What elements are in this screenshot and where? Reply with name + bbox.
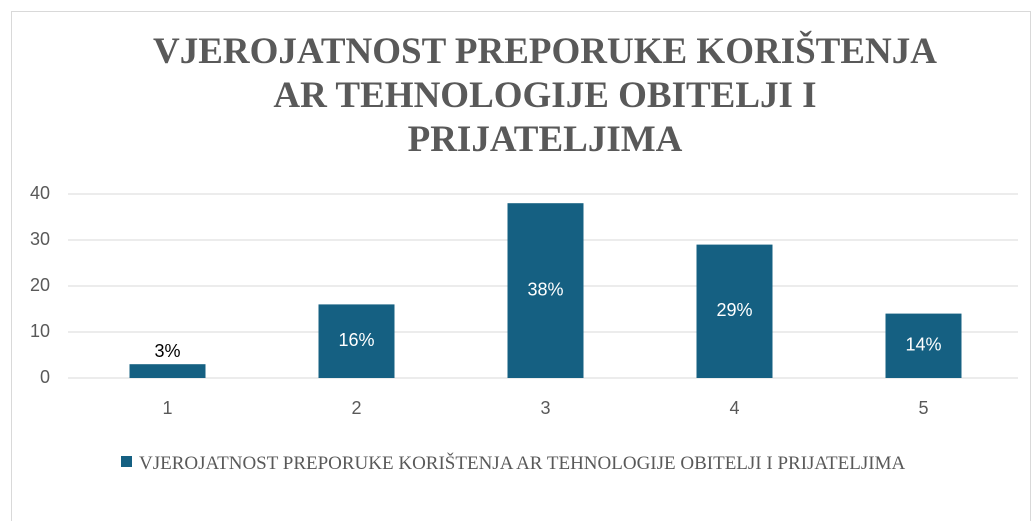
data-label: 38% xyxy=(527,279,563,299)
bar xyxy=(885,313,962,378)
bar xyxy=(507,203,584,378)
x-tick-label: 4 xyxy=(729,398,739,418)
data-label: 3% xyxy=(154,341,180,361)
x-tick-label: 3 xyxy=(540,398,550,418)
data-label: 29% xyxy=(716,300,752,320)
y-tick-label: 10 xyxy=(30,321,50,341)
y-tick-label: 20 xyxy=(30,275,50,295)
legend-label: VJEROJATNOST PREPORUKE KORIŠTENJA AR TEH… xyxy=(139,453,906,474)
x-tick-label: 2 xyxy=(351,398,361,418)
bar xyxy=(129,364,206,378)
data-label: 14% xyxy=(905,335,941,355)
chart-title: VJEROJATNOST PREPORUKE KORIŠTENJA AR TEH… xyxy=(153,31,937,160)
bar xyxy=(696,244,773,378)
y-tick-label: 30 xyxy=(30,229,50,249)
data-label: 16% xyxy=(338,330,374,350)
legend-marker xyxy=(121,456,132,467)
bar xyxy=(318,304,395,378)
chart-frame xyxy=(11,11,1031,521)
x-tick-label: 5 xyxy=(918,398,928,418)
y-tick-label: 0 xyxy=(40,367,50,387)
x-tick-label: 1 xyxy=(162,398,172,418)
y-tick-label: 40 xyxy=(30,183,50,203)
